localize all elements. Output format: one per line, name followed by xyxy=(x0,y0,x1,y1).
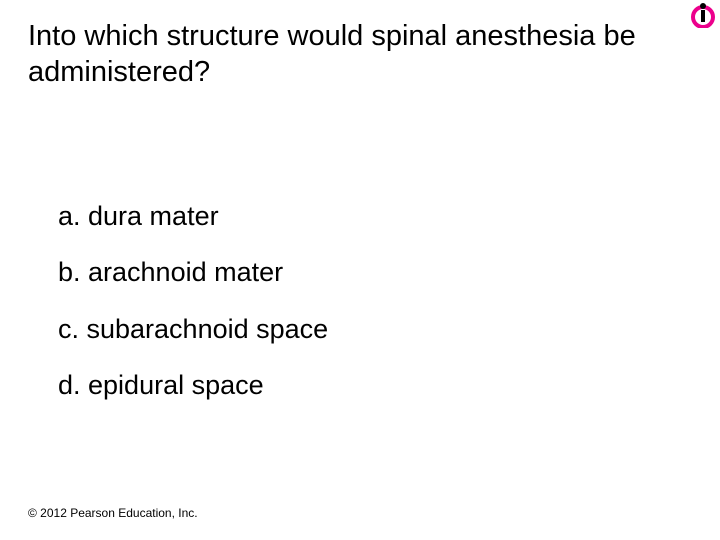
options-list: a. dura mater b. arachnoid mater c. suba… xyxy=(58,200,680,426)
copyright-text: © 2012 Pearson Education, Inc. xyxy=(28,506,198,520)
option-a: a. dura mater xyxy=(58,200,680,232)
logo-icon xyxy=(690,2,716,28)
question-text: Into which structure would spinal anesth… xyxy=(28,18,680,91)
option-b: b. arachnoid mater xyxy=(58,256,680,288)
option-c: c. subarachnoid space xyxy=(58,313,680,345)
option-d: d. epidural space xyxy=(58,369,680,401)
